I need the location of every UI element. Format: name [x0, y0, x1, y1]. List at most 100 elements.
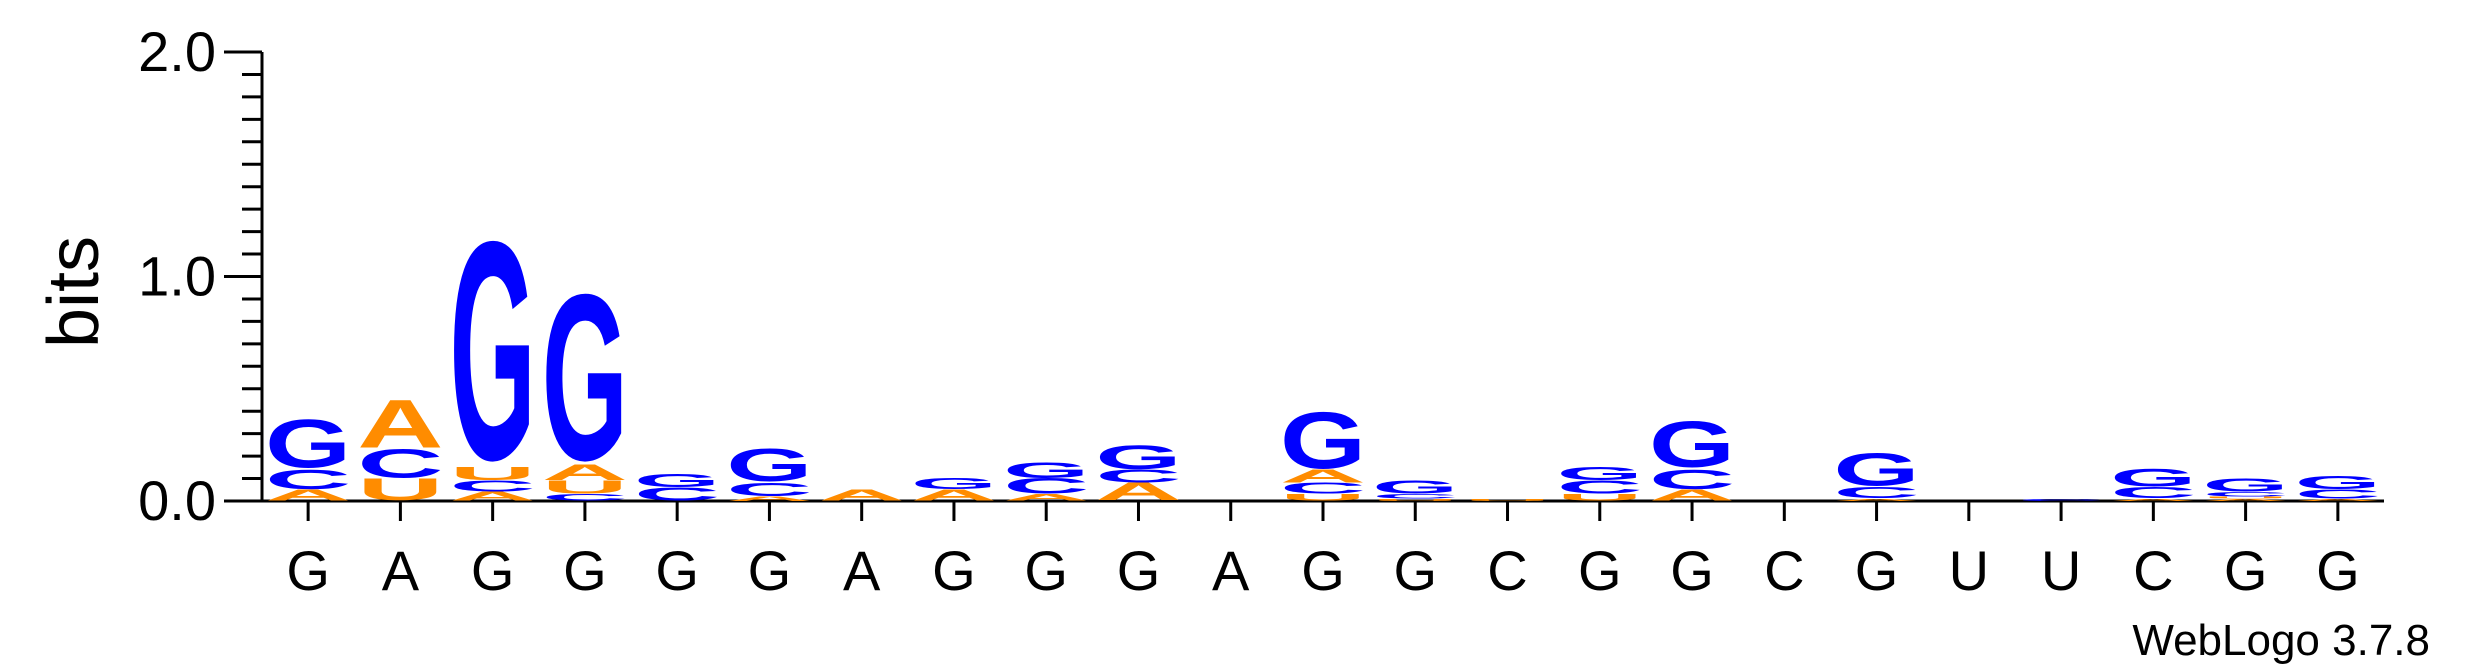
logo-letter-glyph: G	[450, 177, 536, 526]
logo-letter-glyph: G	[634, 470, 720, 491]
x-tick-label: G	[2316, 539, 2360, 602]
logo-letter-A: A	[1649, 487, 1735, 504]
logo-letter-glyph: A	[819, 487, 905, 504]
logo-letter-G: G	[2202, 475, 2288, 496]
logo-letter-U: U	[357, 472, 443, 507]
logo-letter-glyph: U	[542, 477, 628, 498]
logo-letter-A: A	[2202, 498, 2288, 501]
x-tick-label: A	[382, 539, 420, 602]
logo-letter-glyph: A	[2202, 498, 2288, 501]
logo-letter-glyph: C	[2295, 487, 2381, 501]
x-tick-label: G	[1578, 539, 1622, 602]
logo-letter-U: U	[1372, 498, 1458, 501]
logo-letter-glyph: A	[1833, 498, 1919, 501]
y-axis-title: bits	[34, 236, 114, 348]
logo-letter-glyph: G	[2110, 464, 2196, 492]
x-tick-label: C	[1764, 539, 1804, 602]
logo-letter-glyph: C	[1280, 480, 1366, 497]
logo-letter-C: C	[265, 464, 351, 495]
logo-letter-glyph: C	[634, 484, 720, 505]
logo-letter-glyph: U	[450, 463, 536, 484]
logo-letter-G: G	[2295, 472, 2381, 493]
logo-letter-A: A	[911, 487, 997, 504]
logo-letter-glyph: G	[2202, 475, 2288, 496]
logo-letter-glyph: C	[1649, 464, 1735, 495]
logo-letter-G: G	[726, 440, 812, 492]
logo-letter-A: A	[1280, 466, 1366, 487]
x-tick-label: G	[1670, 539, 1714, 602]
logo-letter-glyph: C	[357, 441, 443, 486]
logo-letter-glyph: U	[1372, 498, 1458, 501]
logo-letter-A: A	[2110, 498, 2196, 501]
y-axis: 0.0 1.0 2.0	[138, 20, 264, 532]
logo-letter-glyph: A	[450, 489, 536, 503]
logo-letter-C: C	[1557, 477, 1643, 498]
logo-letter-U: U	[450, 463, 536, 484]
logo-letter-glyph: A	[1095, 478, 1181, 506]
logo-letter-glyph: G	[1280, 394, 1366, 485]
x-tick-label: G	[1301, 539, 1345, 602]
logo-letter-A: A	[819, 487, 905, 504]
logo-letter-glyph: U	[357, 472, 443, 507]
logo-letter-C: C	[2202, 491, 2288, 498]
logo-letter-C: C	[2110, 484, 2196, 501]
logo-letter-C: C	[726, 479, 812, 500]
logo-letter-glyph: A	[265, 487, 351, 504]
logo-letter-U: U	[1557, 492, 1643, 502]
logo-letter-G: G	[911, 475, 997, 492]
logo-letter-G: G	[1833, 444, 1919, 496]
logo-letter-glyph: G	[1833, 444, 1919, 496]
logo-letter-glyph: C	[450, 478, 536, 495]
logo-letter-glyph: C	[1372, 493, 1458, 500]
x-tick-label: G	[1393, 539, 1437, 602]
x-tick-label: A	[843, 539, 881, 602]
x-tick-label: U	[1949, 539, 1989, 602]
logo-letter-G: G	[634, 470, 720, 491]
logo-letter-U: U	[1464, 498, 1550, 501]
logo-letter-glyph: G	[726, 440, 812, 492]
logo-letter-C: C	[1280, 480, 1366, 497]
logo-letter-glyph: G	[1372, 477, 1458, 498]
logo-letter-glyph: G	[265, 406, 351, 483]
logo-letter-G: G	[1095, 438, 1181, 477]
logo-letter-glyph: A	[542, 460, 628, 484]
x-tick-label: G	[748, 539, 792, 602]
logo-letter-glyph: A	[1003, 492, 1089, 502]
logo-letter-C: C	[1372, 493, 1458, 500]
x-tick-label: G	[286, 539, 330, 602]
logo-letter-glyph: U	[1464, 498, 1550, 501]
logo-letter-C: C	[1649, 464, 1735, 495]
logo-letter-glyph: U	[1557, 492, 1643, 502]
x-tick-label: G	[655, 539, 699, 602]
logo-letter-glyph: G	[542, 245, 628, 510]
logo-letter-A: A	[1003, 492, 1089, 502]
y-tick-label: 2.0	[138, 20, 216, 83]
logo-letter-U: U	[542, 477, 628, 498]
x-tick-label: G	[563, 539, 607, 602]
logo-letter-A: A	[726, 495, 812, 502]
x-tick-label: G	[1117, 539, 1161, 602]
logo-letter-G: G	[2110, 464, 2196, 492]
logo-letter-glyph: A	[1649, 487, 1735, 504]
logo-letter-G: G	[1557, 463, 1643, 484]
logo-letter-glyph: G	[1649, 409, 1735, 482]
logo-letter-U: U	[2202, 496, 2288, 499]
x-tick-label: U	[2041, 539, 2081, 602]
logo-letter-U: U	[1280, 492, 1366, 502]
logo-letter-glyph: A	[911, 487, 997, 504]
logo-letter-A: A	[1833, 498, 1919, 501]
logo-letter-glyph: C	[1833, 484, 1919, 501]
logo-letter-C: C	[2018, 498, 2104, 501]
logo-letter-C: C	[450, 478, 536, 495]
y-tick-label: 1.0	[138, 245, 216, 308]
x-tick-label: G	[932, 539, 976, 602]
logo-letter-glyph: C	[1557, 477, 1643, 498]
logo-letter-glyph: C	[726, 479, 812, 500]
logo-letter-A: A	[357, 386, 443, 463]
weblogo-credit: WebLogo 3.7.8	[2132, 616, 2430, 665]
x-tick-label: C	[1487, 539, 1527, 602]
logo-letter-A: A	[2295, 498, 2381, 501]
logo-letter-glyph: C	[1003, 474, 1089, 498]
logo-letter-glyph: A	[726, 495, 812, 502]
